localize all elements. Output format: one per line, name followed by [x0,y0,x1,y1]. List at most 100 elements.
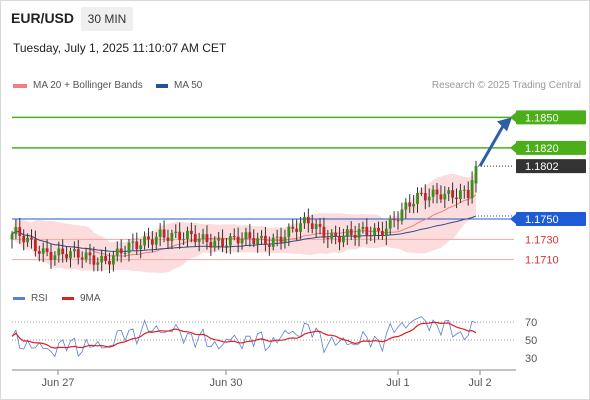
candle [291,218,295,233]
last-price-label: 1.1802 [525,161,559,173]
candle [470,171,474,204]
candle [365,218,369,245]
candle-body [377,227,380,231]
rsi-label: RSI [31,293,48,304]
candle [162,220,166,243]
candle [400,202,404,225]
candle-body [295,228,299,232]
candle-body [338,236,341,243]
ma9-label: 9MA [80,293,101,304]
candle-body [49,251,53,260]
candle-body [455,197,458,200]
candle-body [427,196,431,201]
candle [381,221,384,240]
timeframe-button[interactable]: 30 MIN [81,7,133,31]
x-tick-label: Jul 1 [386,377,409,389]
candle [49,243,53,269]
ma50-swatch [156,83,168,88]
candle-body [326,237,330,239]
candle-body [201,234,205,239]
candle-body [14,227,18,235]
candle-body [228,236,232,246]
candle [158,223,162,247]
candle [349,221,353,241]
candle [306,208,310,233]
ma20-swatch [13,83,27,88]
candle [326,229,330,248]
candle [10,231,14,249]
legend-ma50: MA 50 [156,80,202,91]
candle-body [217,238,221,241]
candle-body [154,236,158,245]
candle-body [174,231,178,234]
candle [283,229,287,249]
candle [228,232,232,255]
candlesticks [10,160,478,274]
candle [447,187,451,202]
rsi-tick-label: 70 [525,317,537,329]
candle-body [342,235,345,243]
legend-rsi: RSI [13,293,48,304]
candle [256,232,260,253]
research-credit: Research © 2025 Trading Central [431,80,581,91]
candle [275,229,279,247]
resistance-target-tag-pointer [510,112,516,123]
candle-body [267,244,271,247]
candle-body [61,248,65,255]
candle-body [197,238,201,243]
candle-body [240,238,244,244]
candle [166,229,170,250]
candle-body [283,237,287,243]
candle [342,228,345,248]
candle [186,226,189,248]
candle [84,247,88,263]
candle [384,220,388,246]
candle [287,223,291,247]
candle-body [100,255,104,263]
candle-body [303,217,306,224]
candle [154,232,158,251]
candle [462,185,466,199]
candle [279,227,283,250]
candle [412,195,416,214]
candle [377,221,380,240]
candle [178,222,182,250]
candle [33,230,37,257]
candle-body [334,232,338,237]
candle [108,252,111,274]
candle-body [221,238,224,247]
candle-body [361,226,365,230]
candle-body [104,255,107,261]
candle [267,236,271,256]
candle-body [451,190,455,198]
candle [404,198,408,219]
candle [474,160,478,193]
candle [338,227,341,251]
candle [408,194,412,213]
candle [96,257,100,272]
candle-body [318,224,322,227]
candle-body [108,260,111,265]
candle [26,233,29,247]
candle-body [22,235,26,243]
candle-body [447,190,451,194]
candle-body [209,242,213,248]
candle [143,231,146,250]
candle [14,219,18,240]
candle [396,211,400,230]
candle-body [119,248,123,254]
candle-body [474,166,478,184]
candle-body [271,237,275,247]
candle-body [33,239,37,252]
candle [314,219,318,238]
candle-body [189,230,193,235]
candle-body [392,218,396,221]
x-tick-label: Jul 2 [468,377,491,389]
candle [240,232,244,250]
candle [182,232,185,246]
candle [310,214,314,234]
candle-body [65,254,68,259]
candle [392,211,396,228]
candle [92,246,96,272]
